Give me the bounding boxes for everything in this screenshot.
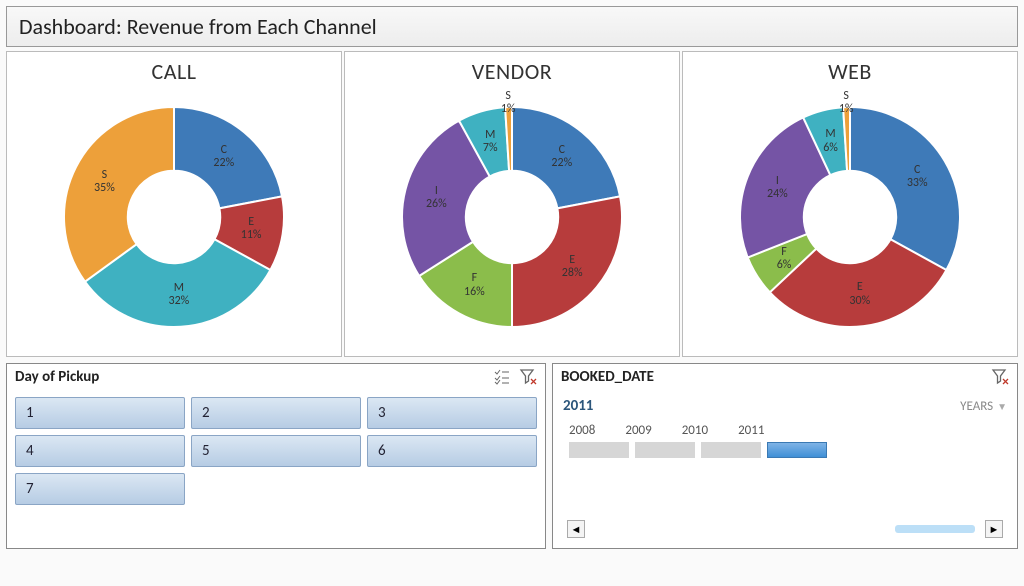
slicer-title: Day of Pickup: [15, 368, 99, 386]
donut-chart-web: C33%E30%F6%I24%M6%S1%: [720, 87, 980, 347]
timeline-year-labels: 2008 2009 2010 2011: [563, 423, 1007, 438]
donut-slice[interactable]: [512, 196, 622, 327]
slicer-day-of-pickup: Day of Pickup 123 456 7: [6, 363, 546, 549]
donut-slice[interactable]: [850, 107, 960, 270]
timeline-bars: [563, 438, 1007, 458]
scroll-thumb[interactable]: [895, 525, 975, 533]
period-label-text: YEARS: [960, 399, 993, 414]
chart-title: CALL: [152, 52, 197, 87]
multiselect-icon[interactable]: [493, 368, 511, 386]
day-button[interactable]: 5: [191, 435, 361, 467]
scroll-right-button[interactable]: ►: [985, 520, 1003, 538]
timeline-year-bar[interactable]: [569, 442, 629, 458]
day-buttons: 123 456 7: [7, 391, 545, 511]
chart-panel-vendor: VENDOR C22%E28%F16%I26%M7%S1%: [344, 51, 680, 357]
timeline-scrollbar: ◄ ►: [563, 516, 1007, 544]
day-button[interactable]: 1: [15, 397, 185, 429]
timeline-year-bar[interactable]: [635, 442, 695, 458]
slicer-booked-date: BOOKED_DATE 2011 YEARS ▼ 2008 2009 2010 201…: [552, 363, 1018, 549]
clear-filter-icon[interactable]: [519, 368, 537, 386]
clear-filter-icon[interactable]: [991, 368, 1009, 386]
donut-chart-vendor: C22%E28%F16%I26%M7%S1%: [382, 87, 642, 347]
timeline-year-label: 2010: [682, 423, 708, 438]
slicers-row: Day of Pickup 123 456 7: [0, 357, 1024, 549]
chart-panel-web: WEB C33%E30%F6%I24%M6%S1%: [682, 51, 1018, 357]
selected-period-label: 2011: [563, 397, 593, 415]
timeline-year-bar[interactable]: [767, 442, 827, 458]
timeline-year-bar[interactable]: [701, 442, 761, 458]
donut-chart-call: C22%E11%M32%S35%: [44, 87, 304, 347]
charts-row: CALL C22%E11%M32%S35% VENDOR C22%E28%F16…: [0, 51, 1024, 357]
donut-slice[interactable]: [174, 107, 282, 208]
day-button[interactable]: 6: [367, 435, 537, 467]
dashboard-title: Dashboard: Revenue from Each Channel: [6, 6, 1018, 47]
chart-title: VENDOR: [472, 52, 552, 87]
scroll-left-button[interactable]: ◄: [567, 520, 585, 538]
day-button[interactable]: 4: [15, 435, 185, 467]
timeline-year-label: 2008: [569, 423, 595, 438]
period-level-selector[interactable]: YEARS ▼: [960, 399, 1007, 414]
donut-slice[interactable]: [64, 107, 174, 282]
chevron-down-icon: ▼: [997, 400, 1007, 413]
day-button[interactable]: 2: [191, 397, 361, 429]
scroll-track[interactable]: [591, 523, 979, 535]
donut-slice[interactable]: [512, 107, 620, 208]
chart-panel-call: CALL C22%E11%M32%S35%: [6, 51, 342, 357]
day-button[interactable]: 3: [367, 397, 537, 429]
chart-title: WEB: [828, 52, 872, 87]
slicer-title: BOOKED_DATE: [561, 368, 654, 386]
timeline-year-label: 2009: [625, 423, 651, 438]
day-button[interactable]: 7: [15, 473, 185, 505]
timeline-year-label: 2011: [738, 423, 764, 438]
